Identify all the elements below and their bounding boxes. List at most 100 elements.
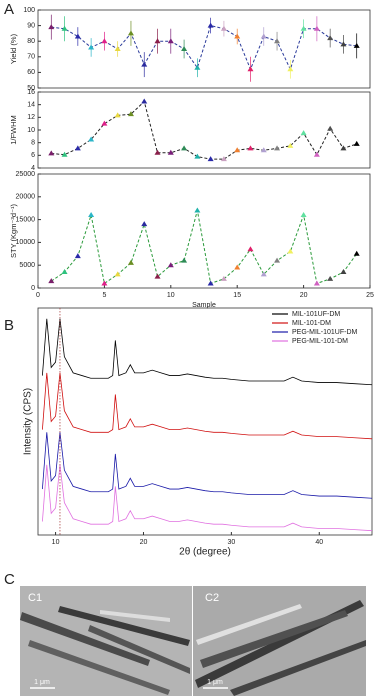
y-tick-label: 10	[27, 127, 35, 134]
x-tick-label: 40	[315, 539, 323, 546]
xrd-line	[41, 372, 373, 440]
marker	[300, 25, 307, 31]
marker	[353, 250, 360, 256]
y-tick-label: 12	[27, 114, 35, 121]
image-bg	[20, 586, 192, 696]
marker	[194, 153, 201, 159]
marker	[48, 278, 55, 284]
y-tick-label: 25000	[16, 171, 36, 178]
marker	[194, 207, 201, 213]
marker	[327, 275, 334, 281]
x-tick-label: 15	[233, 292, 241, 299]
y-axis-label: 1/FWHM	[9, 115, 18, 145]
x-tick-label: 20	[300, 292, 308, 299]
plot-frame	[37, 307, 373, 536]
marker	[114, 271, 121, 277]
rod	[28, 640, 170, 695]
rod	[88, 625, 190, 674]
marker	[61, 25, 68, 31]
y-tick-label: 8	[31, 140, 35, 147]
legend-label: PEG-MIL-101UF-DM	[292, 329, 358, 336]
marker	[287, 248, 294, 254]
y-tick-label: 5000	[19, 262, 35, 269]
marker	[340, 145, 347, 151]
rod	[200, 610, 348, 668]
marker	[141, 98, 148, 104]
y-tick-label: 20000	[16, 194, 36, 201]
marker	[181, 257, 188, 263]
y-tick-label: 60	[27, 69, 35, 76]
marker	[154, 273, 161, 279]
marker	[141, 61, 148, 67]
marker	[74, 253, 81, 259]
marker	[48, 150, 55, 156]
plot-frame	[37, 91, 371, 169]
marker	[101, 280, 108, 286]
marker	[167, 262, 174, 268]
marker	[61, 151, 68, 157]
marker	[247, 66, 254, 72]
marker	[167, 149, 174, 155]
y-tick-label: 4	[31, 165, 35, 172]
trend-line	[50, 210, 358, 285]
y-tick-label: 15000	[16, 216, 36, 223]
marker	[127, 111, 134, 117]
marker	[287, 142, 294, 148]
x-tick-label: 25	[366, 292, 374, 299]
marker	[88, 44, 95, 50]
trend-line	[51, 25, 357, 71]
rod	[100, 610, 170, 622]
marker	[167, 38, 174, 44]
marker	[114, 46, 121, 51]
marker	[340, 269, 347, 275]
rod	[230, 640, 366, 696]
marker	[274, 257, 281, 263]
marker	[181, 145, 188, 151]
y-tick-label: 6	[31, 152, 35, 159]
legend-label: MIL-101-DM	[292, 320, 331, 327]
marker	[141, 221, 148, 227]
marker	[234, 33, 241, 39]
x-tick-label: 0	[36, 292, 40, 299]
marker	[74, 145, 81, 151]
y-tick-label: 90	[27, 22, 35, 29]
marker	[48, 24, 55, 30]
marker	[327, 35, 334, 41]
y-tick-label: 50	[27, 85, 35, 92]
marker	[353, 42, 360, 48]
marker	[274, 38, 281, 44]
x-tick-label: 5	[102, 292, 106, 299]
tem-image: 1 μm C1	[20, 586, 192, 696]
marker	[327, 125, 334, 131]
y-axis-label: STY (Kgm⁻³d⁻¹)	[9, 203, 18, 258]
marker	[234, 264, 241, 270]
marker	[207, 280, 214, 286]
rod	[20, 612, 150, 666]
marker	[247, 145, 254, 151]
marker	[220, 275, 227, 281]
marker	[260, 147, 267, 153]
marker	[353, 140, 360, 146]
xrd-line	[41, 464, 373, 532]
marker	[127, 259, 134, 265]
legend-label: MIL-101UF-DM	[292, 311, 340, 318]
marker	[88, 136, 95, 142]
x-tick-label: 20	[140, 539, 148, 546]
plot-frame	[37, 173, 371, 289]
panel-label: C	[4, 571, 15, 588]
image-label: C2	[205, 592, 219, 604]
marker	[127, 30, 134, 36]
marker	[287, 66, 294, 72]
y-axis-label: Intensity (CPS)	[23, 388, 34, 455]
marker	[234, 147, 241, 153]
marker	[260, 271, 267, 277]
marker	[260, 33, 267, 39]
rod	[196, 604, 302, 645]
y-tick-label: 70	[27, 54, 35, 61]
marker	[154, 38, 161, 44]
plot-frame	[37, 9, 371, 89]
marker	[220, 25, 227, 31]
marker	[207, 22, 214, 28]
y-tick-label: 80	[27, 38, 35, 45]
